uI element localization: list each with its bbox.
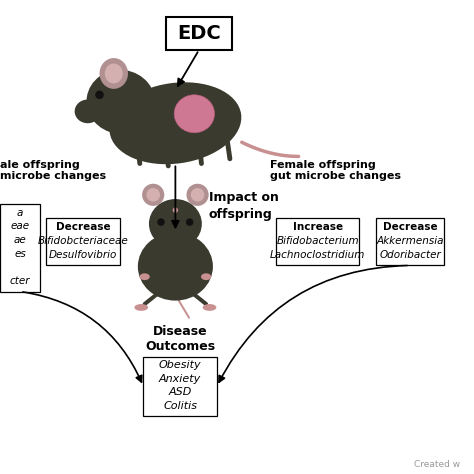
- Text: Decrease: Decrease: [55, 222, 110, 232]
- Ellipse shape: [109, 82, 241, 164]
- Ellipse shape: [142, 184, 164, 206]
- Text: Colitis: Colitis: [163, 401, 197, 411]
- Circle shape: [157, 219, 165, 226]
- FancyBboxPatch shape: [46, 218, 119, 265]
- Ellipse shape: [100, 58, 128, 89]
- Circle shape: [186, 219, 193, 226]
- FancyBboxPatch shape: [375, 218, 444, 265]
- Ellipse shape: [149, 199, 202, 248]
- Text: Lachnoclostridium: Lachnoclostridium: [270, 250, 365, 260]
- FancyBboxPatch shape: [166, 17, 232, 50]
- Text: Disease
Outcomes: Disease Outcomes: [145, 325, 215, 353]
- Text: es: es: [14, 249, 26, 259]
- Ellipse shape: [191, 188, 204, 201]
- Ellipse shape: [105, 64, 123, 83]
- Text: Bifidobacterium: Bifidobacterium: [276, 236, 359, 246]
- Ellipse shape: [203, 304, 216, 311]
- Text: Created w: Created w: [414, 460, 460, 469]
- Ellipse shape: [138, 232, 213, 301]
- Circle shape: [173, 208, 178, 213]
- FancyBboxPatch shape: [0, 204, 40, 292]
- Text: Increase: Increase: [292, 222, 343, 232]
- Ellipse shape: [75, 100, 100, 123]
- Ellipse shape: [87, 70, 155, 134]
- Text: Odoribacter: Odoribacter: [379, 250, 441, 260]
- Text: Desulfovibrio: Desulfovibrio: [49, 250, 117, 260]
- Text: Decrease: Decrease: [383, 222, 438, 232]
- Ellipse shape: [186, 184, 209, 206]
- Ellipse shape: [146, 188, 160, 201]
- FancyBboxPatch shape: [143, 357, 217, 416]
- Text: ae: ae: [14, 235, 27, 245]
- Text: a: a: [17, 208, 23, 218]
- Text: eae: eae: [10, 221, 30, 231]
- Text: Akkermensia: Akkermensia: [376, 236, 444, 246]
- Ellipse shape: [139, 273, 150, 280]
- Ellipse shape: [174, 95, 214, 133]
- FancyBboxPatch shape: [276, 218, 359, 265]
- Text: Bifidobcteriaceae: Bifidobcteriaceae: [37, 236, 128, 246]
- Ellipse shape: [135, 304, 148, 311]
- Ellipse shape: [201, 273, 211, 280]
- Text: cter: cter: [10, 276, 30, 286]
- Text: EDC: EDC: [177, 24, 221, 43]
- Text: ale offspring
microbe changes: ale offspring microbe changes: [0, 160, 106, 182]
- Text: Obesity: Obesity: [159, 360, 201, 371]
- Circle shape: [95, 91, 104, 99]
- Text: Anxiety: Anxiety: [159, 374, 201, 384]
- Text: Female offspring
gut microbe changes: Female offspring gut microbe changes: [270, 160, 401, 182]
- Text: ASD: ASD: [168, 387, 192, 397]
- Text: Impact on
offspring: Impact on offspring: [209, 191, 278, 221]
